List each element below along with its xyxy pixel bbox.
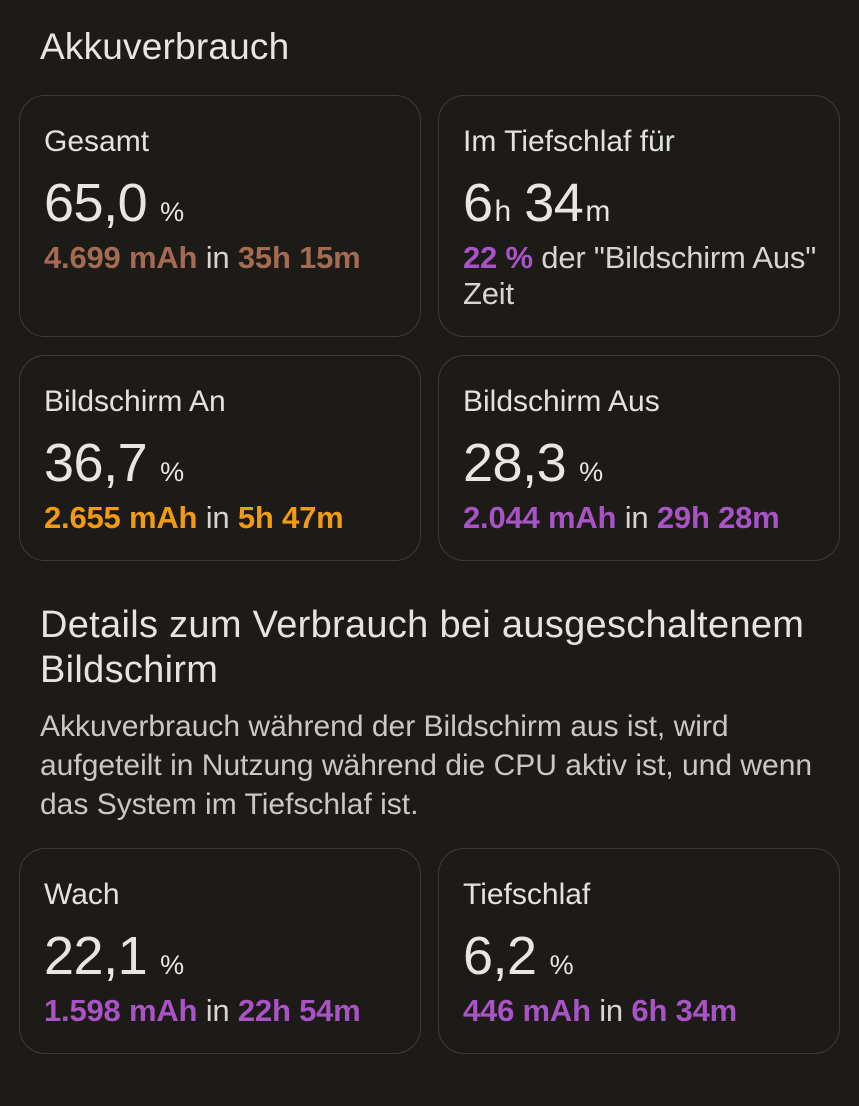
card-value-unit: % [579,457,604,487]
card-value-number: 22,1 [44,925,148,986]
detail-connector: in [624,500,649,536]
detail-amount: 1.598 mAh [44,992,198,1028]
card-value: 22,1% [44,925,408,987]
card-detail: 4.699 mAh in 35h 15m [44,240,408,276]
card-im-tiefschlaf-fuer: Im Tiefschlaf für 6h 34m 22 % der "Bildsc… [438,95,840,337]
card-value-hours: 6 [463,173,493,233]
detail-connector: in [599,992,623,1028]
detail-rest: der "Bildschirm Aus" Zeit [463,240,816,312]
card-bildschirm-an: Bildschirm An 36,7% 2.655 mAh in 5h 47m [19,355,421,562]
page-title: Akkuverbrauch [40,26,290,67]
card-detail: 446 mAh in 6h 34m [463,993,827,1029]
card-value: 36,7% [44,432,408,494]
card-detail: 2.655 mAh in 5h 47m [44,500,408,536]
screen-off-card-grid: Wach 22,1% 1.598 mAh in 22h 54m Tiefschl… [19,847,840,1054]
card-value-number: 65,0 [44,173,148,233]
card-label: Gesamt [44,125,150,158]
card-label: Bildschirm Aus [463,385,660,418]
detail-connector: in [205,992,230,1028]
card-wach: Wach 22,1% 1.598 mAh in 22h 54m [19,847,421,1054]
card-value-unit: % [160,197,185,227]
detail-duration: 22h 54m [237,992,361,1028]
card-label: Wach [44,877,120,911]
detail-amount: 4.699 mAh [44,240,198,276]
battery-usage-screen[interactable]: Akkuverbrauch Gesamt 65,0% 4.699 mAh in … [0,26,859,1054]
card-value: 6,2% [463,925,827,987]
card-detail: 2.044 mAh in 29h 28m [463,500,827,536]
card-value-unit: % [160,457,185,487]
detail-duration: 5h 47m [237,500,344,536]
card-value-minutes-unit: m [585,195,611,228]
card-detail: 22 % der "Bildschirm Aus" Zeit [463,240,827,312]
card-tiefschlaf: Tiefschlaf 6,2% 446 mAh in 6h 34m [438,847,840,1054]
card-value-number: 6,2 [463,925,537,986]
card-label: Bildschirm An [44,385,226,418]
card-detail: 1.598 mAh in 22h 54m [44,993,408,1029]
section-description: Akkuverbrauch während der Bildschirm aus… [40,709,813,821]
card-gesamt: Gesamt 65,0% 4.699 mAh in 35h 15m [19,95,421,337]
card-value-minutes: 34 [524,173,584,233]
card-value-hours-unit: h [494,195,512,228]
card-value-number: 28,3 [463,433,567,493]
detail-connector: in [205,500,230,536]
card-label: Im Tiefschlaf für [463,125,675,158]
card-value: 65,0% [44,172,408,234]
section-heading: Details zum Verbrauch bei ausgeschaltene… [40,604,805,691]
detail-amount: 22 % [463,240,533,276]
summary-card-grid: Gesamt 65,0% 4.699 mAh in 35h 15m Im Tie… [19,95,840,562]
detail-amount: 446 mAh [463,992,591,1028]
detail-connector: in [205,240,230,276]
card-bildschirm-aus: Bildschirm Aus 28,3% 2.044 mAh in 29h 28… [438,355,840,562]
detail-duration: 29h 28m [656,500,780,536]
card-value-unit: % [549,949,574,980]
card-value: 28,3% [463,432,827,494]
card-value: 6h 34m [463,172,827,234]
detail-amount: 2.655 mAh [44,500,198,536]
detail-duration: 35h 15m [237,240,361,276]
detail-duration: 6h 34m [631,992,738,1028]
card-label: Tiefschlaf [463,877,591,911]
card-value-number: 36,7 [44,433,148,493]
detail-amount: 2.044 mAh [463,500,617,536]
card-value-unit: % [160,949,185,980]
